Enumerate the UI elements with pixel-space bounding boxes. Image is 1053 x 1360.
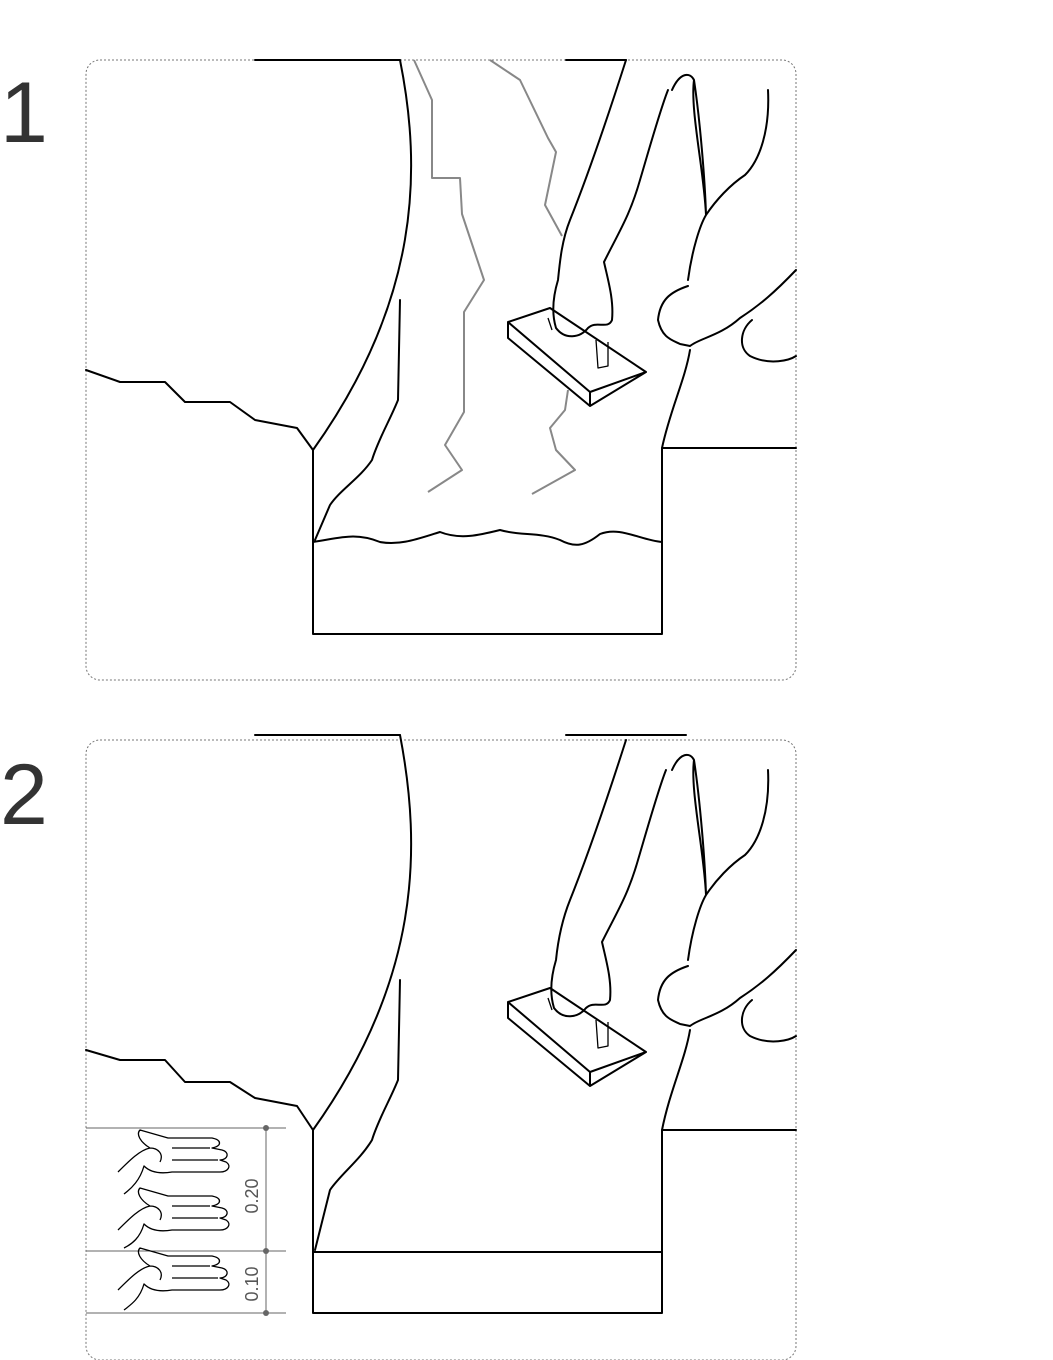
step-number-2: 2 (0, 747, 48, 843)
hand-gauge-middle (117, 1187, 230, 1249)
panel-1-trench-outline (312, 447, 797, 635)
hand-gauge-top (117, 1129, 230, 1195)
panel-2: 0.20 0.10 (85, 734, 797, 1360)
panel-1 (85, 59, 797, 681)
panel-2-trowel (507, 987, 647, 1087)
layer-dimension-scale: 0.20 0.10 (86, 1125, 286, 1316)
panel-2-ground-line (85, 1049, 314, 1131)
panel-2-worker-body (657, 753, 797, 1043)
panel-1-fill-surface (312, 529, 663, 546)
panel-2-worker-leg (661, 1029, 691, 1131)
panel-1-slope-curve (312, 59, 413, 451)
panel-1-worker-leg (661, 349, 691, 449)
panel-2-trowel-handle (547, 997, 609, 1049)
panel-1-trowel-handle (547, 317, 609, 369)
panel-1-trowel (507, 307, 647, 407)
panel-2-trench-outline (312, 1129, 797, 1314)
panel-1-inner-slope (314, 299, 401, 541)
panel-2-slope-curve (312, 734, 413, 1131)
panel-1-worker-arm (552, 59, 669, 338)
dimension-label-upper: 0.20 (242, 1178, 262, 1213)
panel-1-worker-body (657, 73, 797, 363)
hand-gauge-bottom (117, 1247, 230, 1311)
step-number-1: 1 (0, 65, 48, 161)
dimension-label-lower: 0.10 (242, 1266, 262, 1301)
panel-1-frame (85, 59, 797, 681)
panel-2-frame (85, 739, 797, 1360)
panel-1-crack-left (413, 59, 485, 493)
panel-1-ground-line (85, 369, 314, 451)
panel-2-inner-slope (314, 979, 401, 1251)
panel-2-worker-arm (550, 739, 667, 1018)
panel-1-crack-right (489, 59, 576, 495)
